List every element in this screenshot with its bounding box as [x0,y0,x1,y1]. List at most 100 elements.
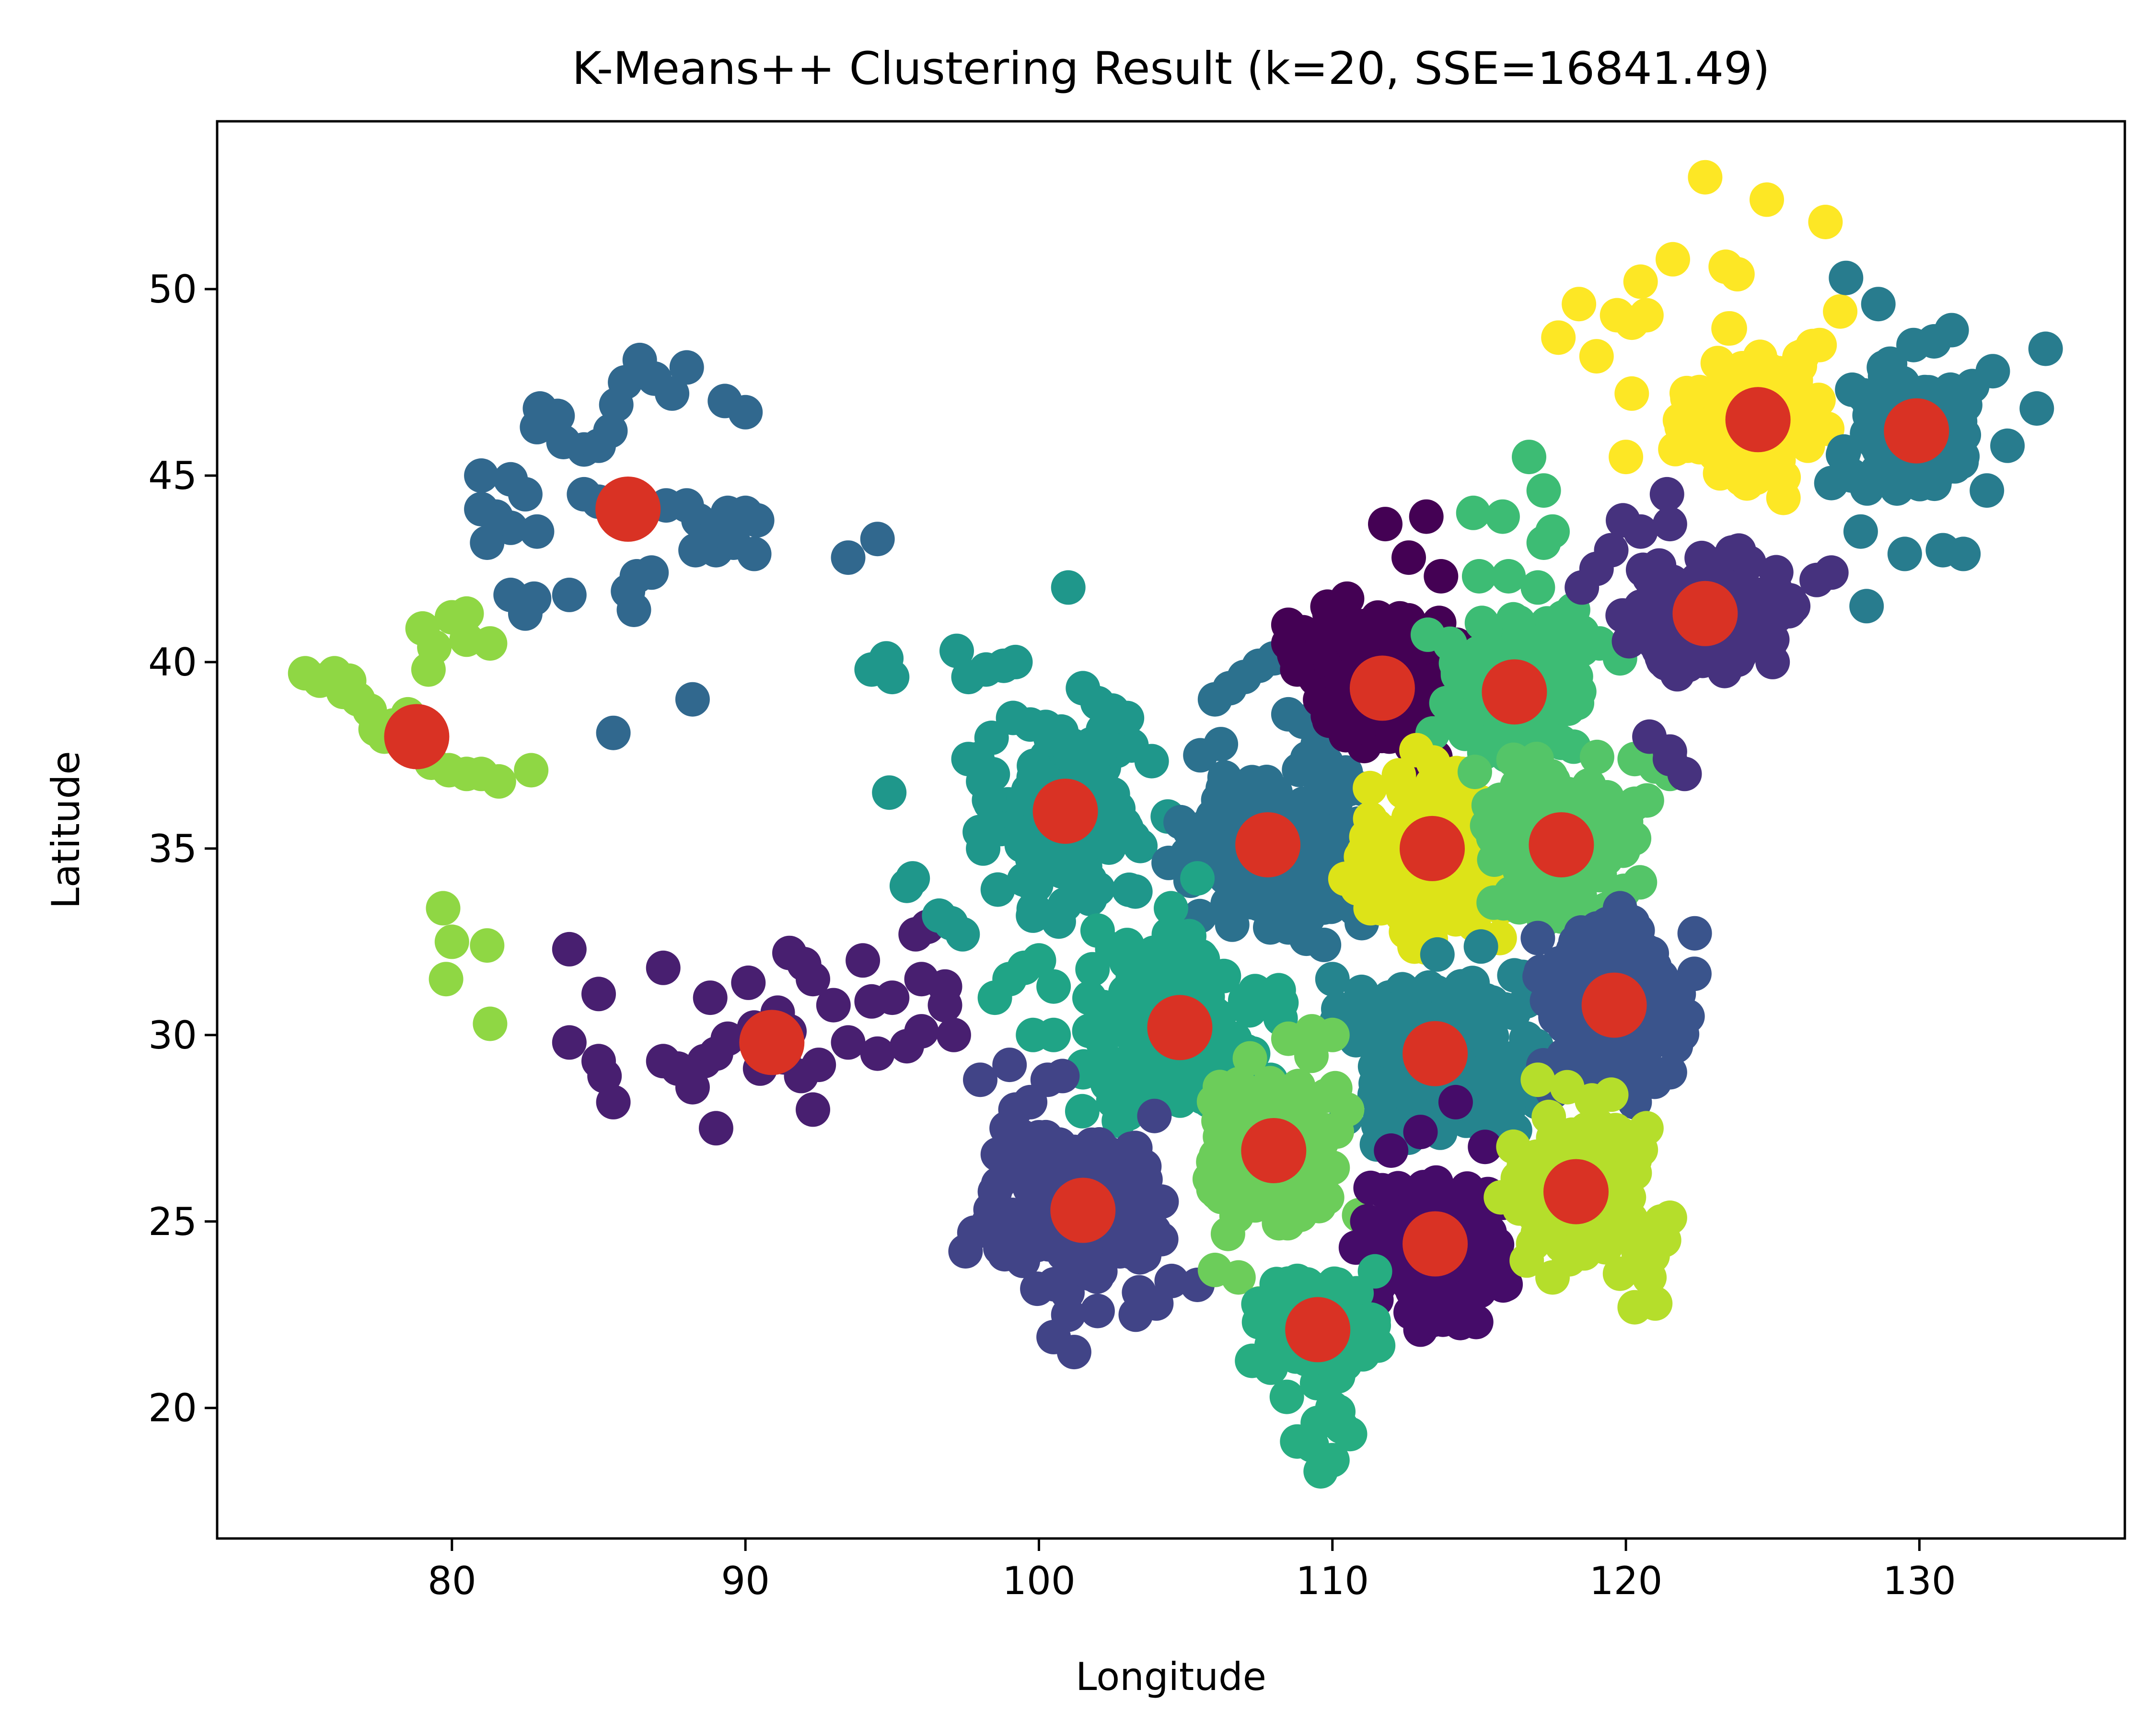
data-point [731,965,766,1000]
data-point [634,555,669,590]
centroid-14 [1241,1118,1307,1183]
data-point [1755,644,1790,679]
data-point [1720,256,1755,291]
data-point [1441,1293,1476,1328]
data-point [1091,1136,1126,1171]
data-point [1594,1077,1629,1112]
data-point [1204,1132,1239,1167]
data-point [520,409,555,444]
data-point [698,1111,733,1146]
data-point [1381,758,1416,793]
data-point [1850,416,1885,451]
cluster-1 [464,342,895,750]
data-point [1670,999,1705,1034]
data-point [1028,848,1063,883]
data-point [1562,287,1597,322]
centroid-13 [1050,1177,1116,1243]
data-point [1221,1260,1256,1295]
data-point [1550,1070,1585,1105]
data-point [693,980,728,1015]
data-point [816,988,851,1023]
data-point [669,350,704,385]
data-point [1101,1103,1136,1138]
data-point [1373,1035,1408,1070]
data-point [1045,1059,1080,1094]
data-point [1408,779,1443,814]
data-point [1449,708,1484,743]
data-point [470,525,505,560]
cluster-3 [552,909,971,1146]
data-point [996,700,1031,735]
data-point [1535,1260,1570,1295]
data-point [846,943,881,978]
data-point [1080,1293,1115,1328]
data-point [1044,714,1079,749]
data-point [1829,260,1864,295]
y-tick-label: 30 [148,1013,197,1058]
data-point [1017,748,1052,783]
data-point [1271,910,1306,945]
data-point [1750,182,1784,217]
data-point [1632,1260,1667,1295]
data-point [1638,1286,1673,1321]
chart-title: K-Means++ Clustering Result (k=20, SSE=1… [572,43,1770,95]
data-point [1368,507,1403,542]
centroid-16 [1543,1159,1609,1224]
data-point [860,1036,895,1071]
data-point [1105,999,1140,1034]
data-point [927,969,962,1004]
data-point [1139,1286,1174,1321]
data-point [429,962,464,997]
data-point [1328,862,1363,897]
data-point [1110,700,1145,735]
y-tick-label: 20 [148,1386,197,1431]
data-point [1485,499,1520,534]
data-point [1873,346,1908,381]
centroid-10 [1147,995,1213,1060]
data-point [1315,1443,1350,1478]
data-point [1520,570,1555,605]
centroid-4 [1032,779,1098,844]
data-point [1095,932,1130,967]
data-point [1677,916,1712,951]
data-point [596,1084,631,1119]
data-point [552,577,587,612]
data-point [1353,1170,1388,1205]
data-point [710,1021,745,1056]
data-point [1365,990,1400,1025]
data-point [473,626,508,661]
data-point [1620,913,1655,948]
data-point [1629,1111,1664,1146]
data-point [1606,819,1641,854]
data-point [1740,592,1775,627]
data-point [872,775,907,810]
centroid-9 [1529,812,1594,878]
data-point [1739,460,1773,495]
data-point [998,644,1033,679]
data-point [1632,947,1667,981]
data-point [470,928,505,963]
data-point [1438,1084,1473,1119]
data-point [1620,1226,1655,1261]
data-point [1011,1131,1046,1166]
data-point [1269,1379,1304,1414]
data-point [1535,514,1570,549]
data-point [1134,744,1169,779]
data-point [1808,205,1843,239]
y-axis-label: Latitude [44,751,88,909]
data-point [740,503,775,538]
data-point [508,477,543,512]
data-point [1519,742,1554,777]
data-point [945,917,980,952]
data-point [1594,533,1629,568]
data-point [1614,376,1649,411]
data-point [1644,1204,1679,1239]
data-point [1461,559,1496,594]
x-tick-label: 100 [1002,1559,1076,1603]
data-point [1759,555,1794,590]
data-point [1766,460,1801,495]
data-point [646,950,681,985]
data-point [939,633,974,668]
data-point [1541,320,1576,355]
y-tick-label: 45 [148,454,197,498]
